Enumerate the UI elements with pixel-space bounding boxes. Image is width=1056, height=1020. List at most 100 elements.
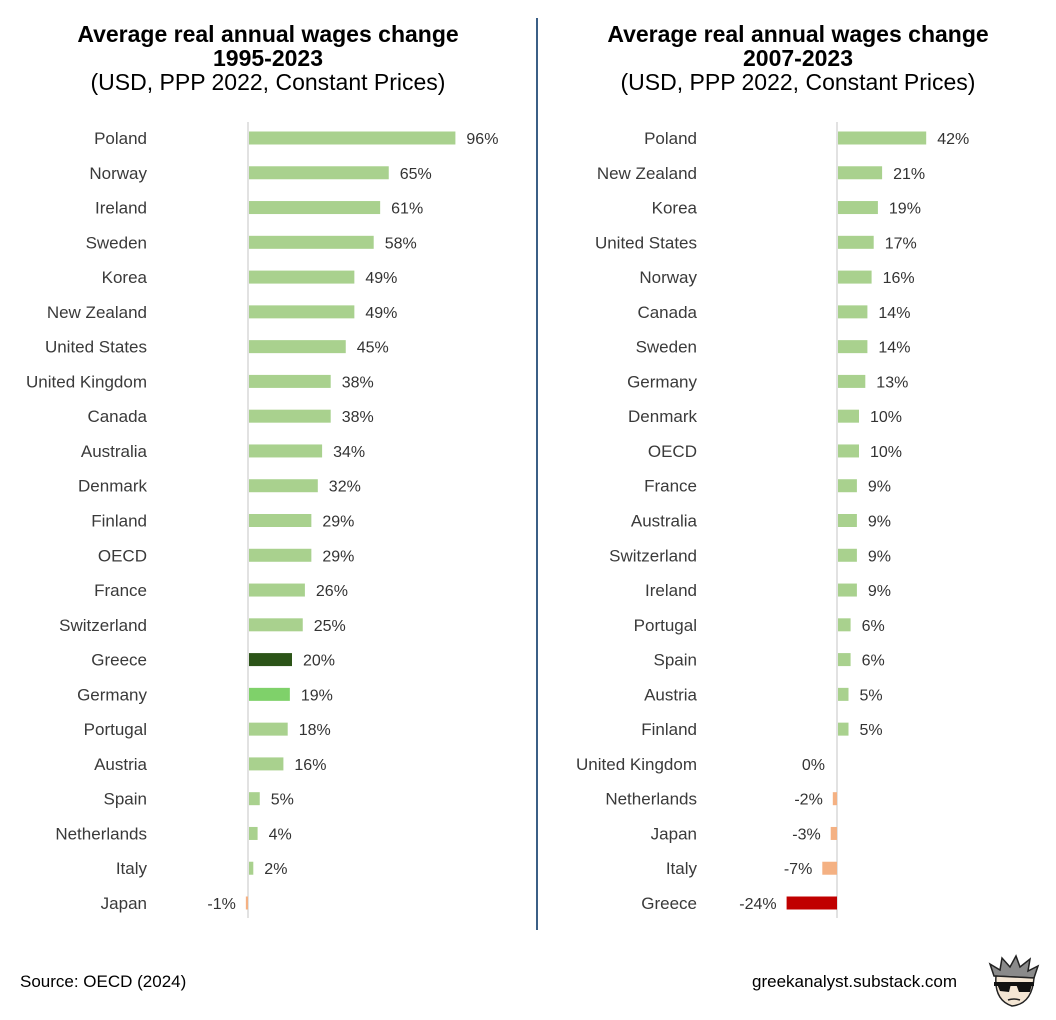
data-label: 17% [885,235,917,252]
data-label: 13% [876,374,908,391]
bar [838,374,866,388]
bar [249,340,346,354]
bar [838,583,857,597]
data-label: 9% [868,479,891,496]
data-label: 4% [269,826,292,843]
bar [838,479,857,493]
data-label: 49% [365,305,397,322]
category-label: United Kingdom [576,755,697,774]
bar [249,722,288,736]
site-link[interactable]: greekanalyst.substack.com [752,972,958,991]
category-label: Ireland [645,581,697,600]
source-note: Source: OECD (2024) [20,972,187,991]
bar [249,374,331,388]
bar [786,896,837,910]
category-label: Germany [77,685,147,704]
data-label: 26% [316,583,348,600]
category-label: Japan [101,894,147,913]
data-label: 10% [870,444,902,461]
bar [838,201,878,215]
bar [249,444,323,458]
bar [249,653,292,667]
category-label: OECD [648,442,697,461]
category-label: Switzerland [59,616,147,635]
category-label: Sweden [636,338,697,357]
data-label: 5% [860,722,883,739]
category-label: Austria [94,755,147,774]
bar [838,409,859,423]
category-label: Finland [641,720,697,739]
category-label: OECD [98,546,147,565]
chart-subtitle: (USD, PPP 2022, Constant Prices) [90,69,446,95]
chart-title: Average real annual wages change [77,21,459,47]
data-label: 9% [868,548,891,565]
category-label: Germany [627,372,697,391]
category-label: New Zealand [47,303,147,322]
data-label: 45% [357,340,389,357]
bar [249,131,456,145]
chart-panel-2007-2023: Average real annual wages change 2007-20… [540,0,1056,940]
chart-title-period: 1995-2023 [213,45,323,71]
data-label: 16% [883,270,915,287]
category-label: New Zealand [597,164,697,183]
bar [822,861,837,875]
chart-title-block: Average real annual wages change 2007-20… [540,22,1056,94]
bar [838,305,868,319]
bar [838,270,872,284]
data-label: 9% [868,583,891,600]
data-label: -2% [794,792,822,809]
panel-divider [536,18,538,930]
bar [838,444,859,458]
category-label: Canada [637,303,697,322]
data-label: 29% [322,514,354,531]
data-label: -24% [739,896,776,913]
data-label: 10% [870,409,902,426]
bar [249,826,258,840]
data-label: 65% [400,166,432,183]
bar [838,514,857,527]
bar [838,131,927,145]
data-label: 6% [862,618,885,635]
category-label: Sweden [86,233,147,252]
data-label: 16% [294,757,326,774]
category-label: Poland [94,129,147,148]
data-label: -7% [784,861,812,878]
bar [838,235,874,249]
bar [249,201,381,215]
bar [249,861,254,875]
data-label: 14% [878,340,910,357]
category-label: Denmark [628,407,697,426]
data-label: 58% [385,235,417,252]
category-label: France [644,477,697,496]
bar [838,166,883,180]
category-label: France [94,581,147,600]
category-label: Norway [639,268,697,287]
bar [249,235,374,249]
bar [830,826,837,840]
data-label: 20% [303,653,335,670]
category-label: Italy [116,859,148,878]
category-label: Norway [89,164,147,183]
data-label: 0% [802,757,825,774]
category-label: Greece [641,894,697,913]
category-label: Portugal [84,720,147,739]
bar [249,583,305,597]
data-label: 5% [860,687,883,704]
data-label: 14% [878,305,910,322]
data-label: 32% [329,479,361,496]
data-label: 49% [365,270,397,287]
category-label: Spain [654,651,697,670]
bar [249,305,355,319]
bar [249,479,318,493]
bar [245,896,248,910]
category-label: Austria [644,685,697,704]
chart-title: Average real annual wages change [607,21,989,47]
category-label: Poland [644,129,697,148]
chart-subtitle: (USD, PPP 2022, Constant Prices) [620,69,976,95]
bar [249,270,355,284]
data-label: 2% [264,861,287,878]
bar [838,340,868,354]
bar [838,653,851,667]
chart-title-block: Average real annual wages change 1995-20… [0,22,536,94]
category-label: Japan [651,824,697,843]
